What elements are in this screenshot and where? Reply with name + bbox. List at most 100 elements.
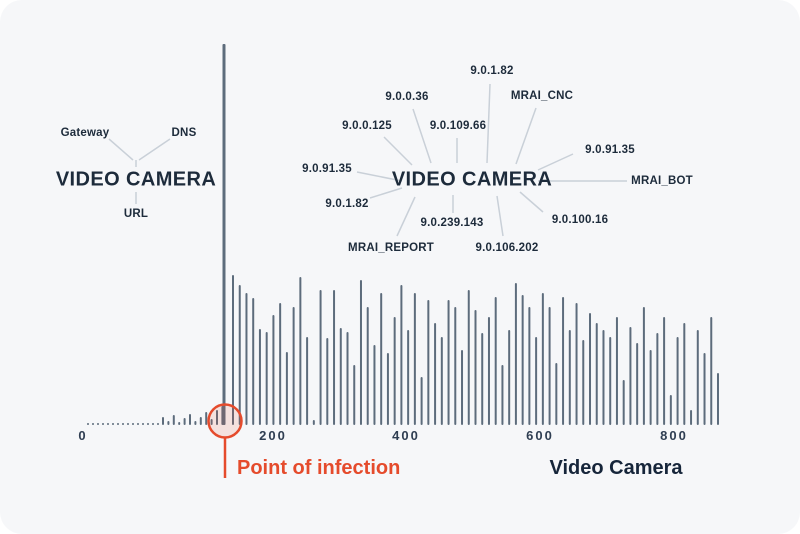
activity-bar	[683, 323, 686, 425]
activity-bar	[420, 377, 423, 425]
activity-bar	[222, 44, 226, 425]
post-infection-connector	[519, 191, 544, 213]
activity-bar	[528, 307, 531, 425]
activity-bar	[400, 285, 403, 425]
x-axis-tick-label: 0	[78, 428, 88, 443]
activity-bar	[440, 337, 443, 425]
activity-bar	[107, 423, 109, 425]
activity-bar	[413, 293, 416, 425]
activity-bar	[366, 307, 369, 425]
activity-bar	[112, 423, 114, 425]
chart-title: Video Camera	[549, 457, 683, 479]
node-label: 9.0.0.36	[385, 91, 429, 103]
activity-bar	[339, 328, 342, 425]
activity-bar	[407, 330, 410, 425]
activity-bar	[122, 423, 124, 425]
activity-bar	[501, 365, 504, 425]
activity-bar	[258, 329, 261, 425]
activity-bar	[622, 380, 625, 425]
activity-bar	[434, 323, 437, 425]
post-infection-connector	[356, 171, 403, 182]
activity-bar	[172, 415, 175, 425]
activity-bar	[373, 345, 376, 425]
post-infection-connector	[537, 153, 574, 171]
activity-bar	[238, 285, 241, 425]
activity-bar	[232, 275, 234, 425]
activity-bar	[636, 343, 639, 425]
node-label: 9.0.91.35	[585, 144, 635, 156]
activity-bar	[710, 317, 713, 425]
activity-bar	[663, 317, 666, 425]
node-label: 9.0.1.82	[325, 198, 369, 210]
activity-bar	[467, 290, 470, 425]
activity-bar	[152, 423, 154, 425]
activity-bar	[272, 315, 275, 425]
activity-bar	[167, 421, 170, 425]
activity-bar	[541, 293, 544, 425]
activity-bar	[589, 313, 592, 425]
activity-bar	[183, 418, 186, 425]
post-infection-connectors	[356, 83, 627, 237]
post-infection-connector	[496, 195, 504, 237]
activity-bar	[676, 337, 679, 425]
activity-bar	[481, 333, 484, 425]
node-label: 9.0.1.82	[470, 65, 514, 77]
post-infection-connector	[515, 107, 537, 165]
activity-bar	[162, 417, 164, 425]
activity-bar	[535, 337, 538, 425]
activity-bar	[137, 423, 139, 425]
post-infection-connector	[486, 83, 491, 164]
activity-bar	[548, 307, 551, 425]
activity-bar	[629, 327, 632, 425]
x-axis-tick-label: 600	[526, 428, 554, 443]
activity-bar	[568, 330, 571, 425]
activity-bar	[474, 310, 477, 425]
node-label: MRAI_REPORT	[348, 242, 434, 254]
activity-bar	[252, 298, 255, 425]
activity-bar	[178, 422, 181, 425]
activity-bar	[117, 423, 119, 425]
activity-bar	[132, 423, 134, 425]
activity-bar	[205, 412, 208, 425]
activity-bar	[696, 330, 699, 425]
activity-bar	[609, 337, 612, 425]
activity-bar	[346, 332, 349, 425]
activity-bar	[216, 410, 218, 425]
node-label-gateway: Gateway	[60, 127, 110, 139]
activity-bar	[427, 300, 430, 425]
x-axis-tick-label: 400	[392, 428, 420, 443]
activity-bar	[353, 365, 356, 425]
node-label: 9.0.91.35	[302, 163, 352, 175]
activity-bar	[92, 423, 94, 425]
activity-bar	[562, 297, 565, 425]
x-axis-tick-label: 800	[660, 428, 688, 443]
activity-bar	[199, 417, 202, 425]
node-label-url: URL	[123, 208, 149, 220]
activity-bar	[285, 352, 288, 425]
node-label: MRAI_CNC	[510, 90, 574, 102]
activity-bar	[127, 423, 129, 425]
post-infection-hub-label: VIDEO CAMERA	[391, 168, 553, 191]
node-label-dns: DNS	[171, 127, 197, 139]
post-infection-connector	[396, 196, 416, 237]
activity-bars	[87, 44, 719, 425]
connector-gateway	[108, 138, 134, 161]
activity-bar	[716, 373, 719, 425]
post-infection-connector	[383, 136, 413, 166]
activity-bar	[319, 290, 322, 425]
post-infection-connector	[369, 187, 403, 199]
activity-bar	[326, 338, 329, 425]
activity-bar	[265, 332, 268, 425]
activity-bar	[521, 295, 524, 425]
point-of-infection-label: Point of infection	[237, 457, 401, 479]
activity-bar	[299, 277, 302, 425]
node-label: 9.0.109.66	[429, 120, 487, 132]
activity-bar	[487, 317, 490, 425]
activity-bar	[142, 423, 144, 425]
activity-bar	[157, 423, 159, 425]
activity-bar	[312, 420, 315, 425]
node-label: 9.0.106.202	[475, 242, 539, 254]
activity-bar	[642, 307, 645, 425]
activity-bar	[669, 395, 672, 425]
